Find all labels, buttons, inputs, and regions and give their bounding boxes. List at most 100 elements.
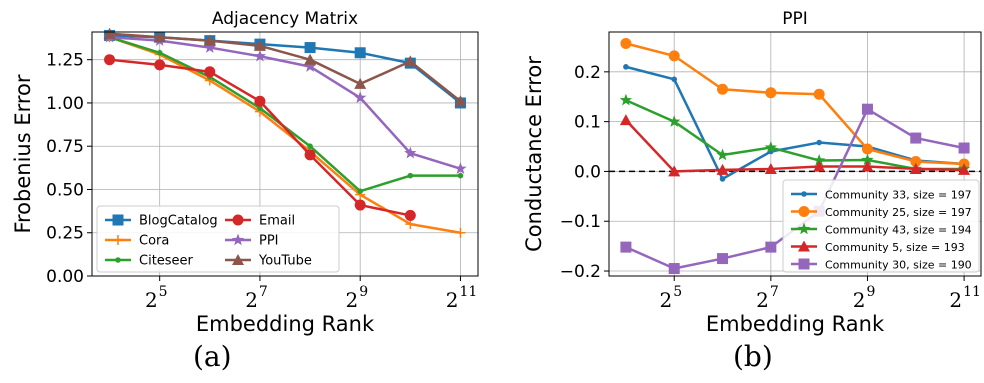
data-point [307, 143, 313, 150]
data-point [103, 27, 116, 39]
y-tick-label: 1.25 [46, 51, 84, 71]
chart-title: PPI [782, 9, 808, 29]
series-line [109, 32, 462, 103]
data-point [765, 241, 777, 253]
data-point [816, 139, 822, 146]
legend-item: Community 5, size = 193 [791, 240, 965, 254]
legend-label: Cora [139, 234, 169, 249]
x-tick-base: 2 [659, 288, 672, 312]
x-axis-label: Embedding Rank [196, 312, 375, 336]
data-point [404, 55, 417, 67]
data-point [104, 54, 116, 66]
data-point [620, 37, 632, 49]
data-point [154, 59, 166, 71]
legend-label: BlogCatalog [139, 214, 218, 229]
data-point [357, 188, 363, 195]
series-line [625, 42, 965, 166]
data-point [354, 199, 366, 211]
legend-label: YouTube [258, 254, 312, 269]
legend-marker [797, 222, 811, 235]
data-point [861, 103, 873, 115]
data-point [765, 87, 777, 99]
data-point [861, 160, 874, 172]
plot-frame [91, 31, 479, 277]
data-point [716, 148, 729, 161]
y-tick-label: 1.00 [46, 94, 84, 114]
legend-label: Community 5, size = 193 [825, 241, 965, 254]
legend-marker [798, 258, 810, 270]
data-point [203, 41, 216, 53]
legend-marker [798, 206, 810, 217]
data-point [156, 49, 163, 56]
data-point [304, 53, 317, 65]
x-tick-exponent: 11 [459, 284, 477, 300]
series-line [109, 35, 461, 170]
data-point [354, 91, 367, 104]
legend-item: Community 43, size = 194 [791, 222, 972, 237]
legend-label: PPI [259, 234, 279, 249]
data-point [813, 88, 825, 100]
data-point [909, 162, 922, 174]
data-point [253, 39, 266, 51]
data-point [454, 162, 467, 174]
legend-item: Community 33, size = 197 [791, 189, 972, 202]
x-tick-base: 2 [245, 288, 258, 312]
data-point [620, 241, 632, 253]
data-point [910, 155, 922, 167]
x-tick-base: 2 [446, 288, 459, 312]
data-point [304, 149, 316, 161]
y-axis-label: Frobenius Error [11, 74, 35, 233]
data-point [623, 64, 629, 70]
y-tick-label: 0.50 [46, 180, 84, 200]
y-tick-label: −0.1 [560, 212, 601, 232]
legend-label: Community 33, size = 197 [825, 189, 972, 202]
x-tick-exponent: 7 [770, 284, 779, 300]
data-point [813, 160, 826, 172]
data-point [454, 95, 467, 107]
caption-a: (a) [193, 340, 232, 373]
x-tick-exponent: 9 [866, 284, 875, 300]
data-point [203, 34, 216, 46]
data-point [354, 47, 366, 59]
y-tick-label: −0.2 [560, 262, 601, 282]
x-tick-exponent: 5 [159, 284, 168, 300]
data-point [716, 163, 729, 175]
y-tick-label: 0.2 [574, 63, 601, 83]
y-tick-label: 0.00 [46, 267, 84, 287]
data-point [958, 142, 970, 154]
legend-label: Citeseer [139, 254, 194, 269]
data-point [671, 76, 678, 83]
x-tick-base: 2 [145, 288, 158, 312]
series-line [624, 119, 965, 173]
data-point [404, 146, 417, 159]
legend-marker [798, 240, 810, 252]
data-point [253, 49, 267, 62]
legend-marker [113, 235, 123, 245]
data-point [719, 176, 726, 182]
data-point [619, 114, 632, 126]
legend-item: PPI [225, 233, 279, 249]
data-point [764, 162, 777, 174]
x-tick-base: 2 [345, 288, 358, 312]
legend-marker [112, 214, 124, 226]
legend-marker [232, 254, 244, 265]
data-point [457, 172, 464, 179]
data-point [153, 31, 166, 43]
data-point [303, 60, 317, 72]
legend-label: Community 43, size = 194 [825, 224, 972, 237]
caption-b: (b) [733, 340, 773, 373]
legend-item: Community 30, size = 190 [791, 258, 972, 272]
data-point [764, 141, 778, 153]
x-axis-label: Embedding Rank [706, 312, 885, 336]
data-point [668, 165, 681, 177]
data-point [204, 66, 216, 78]
y-tick-label: 0.1 [574, 113, 601, 133]
x-tick-base: 2 [853, 288, 866, 312]
x-tick-base: 2 [949, 288, 962, 312]
data-point [257, 105, 263, 111]
legend-item: Citeseer [105, 254, 194, 269]
legend-item: BlogCatalog [105, 214, 218, 229]
y-tick-label: 0.0 [574, 162, 601, 182]
data-point [668, 50, 680, 62]
